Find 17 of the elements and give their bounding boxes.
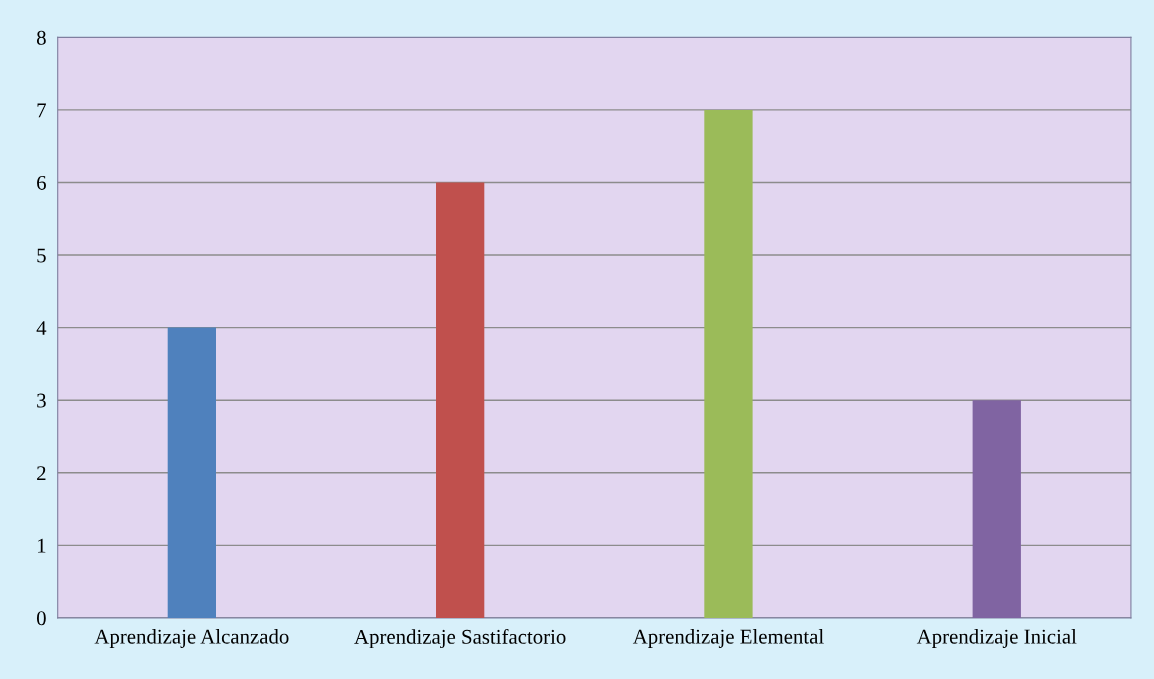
y-tick-label: 7 [37,103,46,118]
y-tick-label: 2 [37,466,46,480]
y-tick-label: 4 [36,321,47,335]
x-tick-label: Aprendizaje Sastifactorio [354,629,566,649]
x-tick-label: Aprendizaje Elemental [632,629,824,648]
y-tick-label: 0 [36,611,46,626]
bar [167,327,216,618]
x-tick-label: Aprendizaje Inicial [916,629,1077,648]
x-tick-label: Aprendizaje Alcanzado [94,629,289,648]
y-tick-label: 1 [38,538,46,553]
bar [972,400,1021,618]
y-tick-label: 3 [37,393,46,408]
bar [436,182,485,618]
bar [704,109,753,618]
y-tick-label: 6 [37,175,46,190]
y-tick-label: 5 [37,248,46,263]
y-tick-label: 8 [36,30,46,45]
